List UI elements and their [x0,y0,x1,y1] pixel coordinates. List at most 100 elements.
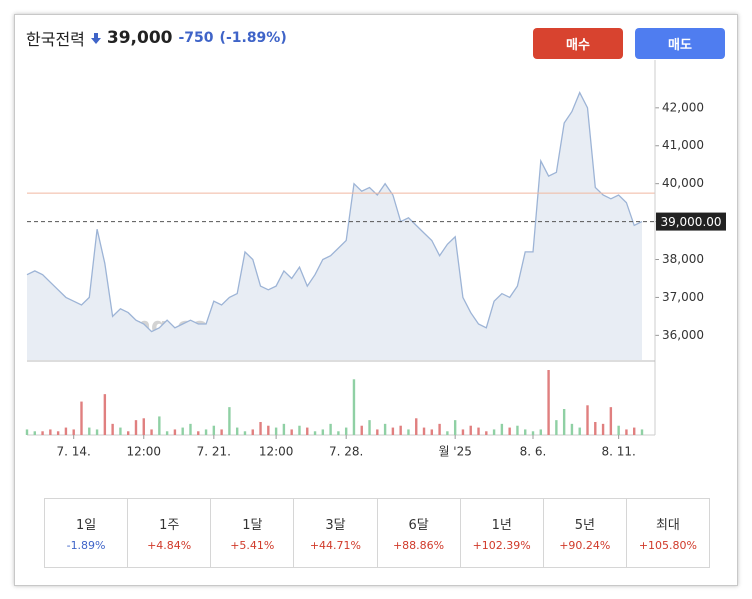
volume-bar [25,429,29,435]
sell-button[interactable]: 매도 [635,28,725,59]
volume-bar [376,429,379,435]
x-tick-label: 7. 14. [57,445,91,459]
volume-bar [594,422,597,435]
volume-bar [64,427,68,435]
period-label: 1년 [491,518,512,533]
volume-bar [103,394,107,435]
volume-bar [640,429,644,435]
x-tick-label: 8. 11. [601,445,635,459]
x-tick-label: 월 '25 [438,445,471,459]
period-change: +44.71% [309,539,362,552]
volume-bar [119,427,122,435]
period-label: 6달 [408,518,429,533]
volume-bar [383,423,387,435]
price: 39,000 [106,28,173,48]
volume-bar [251,429,254,435]
volume-bar [570,423,574,435]
volume-bar [391,427,395,435]
volume-bar [298,425,301,435]
volume-bar [88,427,91,435]
volume-bar [531,431,535,435]
period-cell: 1일 -1.89% [45,499,127,567]
period-label: 5년 [574,518,595,533]
period-change: +105.80% [638,539,698,552]
period-cell: 1년 +102.39% [459,499,543,567]
volume-bar [415,418,418,435]
y-tick-label: 37,000 [662,290,704,304]
period-label: 최대 [655,518,680,533]
price-line [26,91,643,333]
change-pct: (-1.89%) [219,30,287,46]
volume-bar [617,425,620,435]
volume-bar [461,429,465,435]
period-cell: 3달 +44.71% [293,499,376,567]
y-tick-label: 38,000 [662,252,704,266]
buy-button[interactable]: 매수 [533,28,623,59]
volume-bar [212,425,216,435]
volume-bar [228,407,231,435]
volume-bar [282,423,286,435]
volume-bar [633,427,636,435]
volume-bar [267,425,270,435]
period-cell: 1달 +5.41% [210,499,293,567]
volume-bar [173,429,177,435]
x-tick-label: 12:00 [259,445,294,459]
volume-bar [500,423,504,435]
volume-bar [274,427,278,435]
volume-bar [438,423,441,435]
period-change: +90.24% [559,539,611,552]
volume-bar [516,425,519,435]
volume-bar [352,379,356,435]
volume-bar [586,405,589,435]
period-label: 1일 [75,518,97,533]
volume-bar [407,429,410,435]
volume-bar [134,420,138,435]
volume-bar [539,429,542,435]
down-arrow [90,33,101,44]
volume-bar [477,427,480,435]
period-cell: 1주 +4.84% [127,499,210,567]
volume-bar [555,420,558,435]
volume-bar [259,422,262,435]
volume-bar [111,423,114,435]
volume-bar [313,431,317,435]
period-cell: 최대 +105.80% [625,499,709,567]
period-table: 1일 -1.89% 1주 +4.84% 1달 +5.41% 3달 +44.71% 6달 +88.8… [44,498,710,568]
volume-bar [578,427,581,435]
period-label: 1달 [242,518,263,533]
volume-bar [422,427,426,435]
volume-bar [290,429,293,435]
volume-bar [158,416,161,435]
last-price-label: 39,000.00 [660,215,721,229]
volume-bar [321,429,325,435]
volume-bar [41,431,44,435]
period-change: +5.41% [230,539,275,552]
x-tick-label: 12:00 [126,445,161,459]
volume-bar [220,429,223,435]
volume-bar [625,429,628,435]
volume-bar [368,420,371,435]
volume-bar [337,431,340,435]
x-tick-label: 7. 28. [329,445,363,459]
period-change: +88.86% [392,539,445,552]
volume-bar [446,431,449,435]
period-label: 1주 [159,518,180,533]
volume-bar [235,427,239,435]
volume-bar [80,401,83,435]
volume-bar [165,431,169,435]
volume-bar [399,425,402,435]
volume-bar [601,423,605,435]
volume-bar [33,431,36,435]
volume-bar [204,429,208,435]
volume-bar [524,429,527,435]
volume-bar [329,423,332,435]
period-cell: 6달 +88.86% [376,499,460,567]
volume-bar [150,429,153,435]
volume-bar [142,418,145,435]
period-label: 3달 [325,518,346,533]
volume-bar [562,409,566,435]
x-tick-label: 8. 6. [520,445,547,459]
volume-bar [127,431,130,435]
period-change: +4.84% [147,539,192,552]
